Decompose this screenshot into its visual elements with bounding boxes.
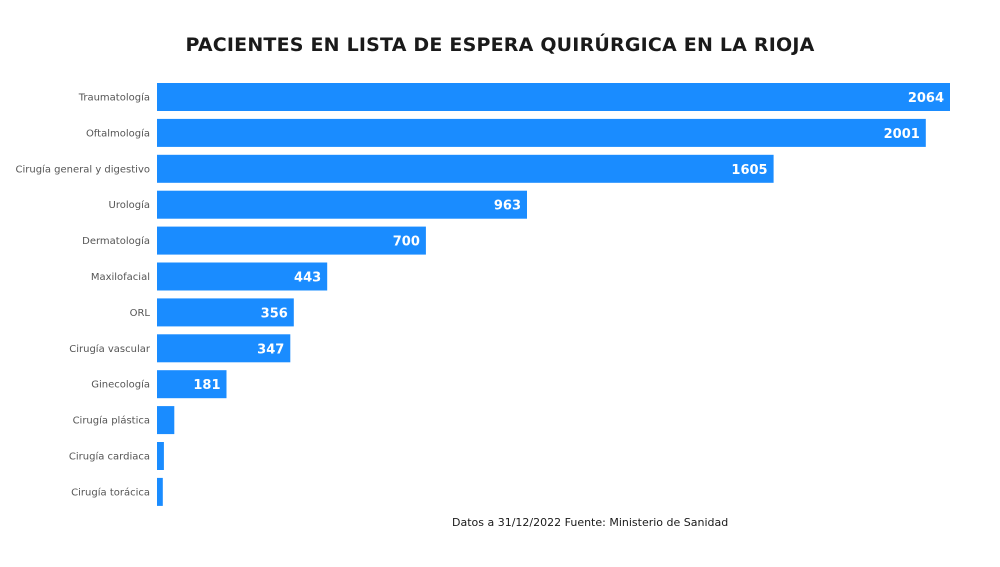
category-label-10: Cirugía cardiaca [69, 451, 150, 463]
value-label-2: 1605 [731, 163, 767, 178]
value-label-0: 2064 [908, 91, 944, 106]
category-label-8: Ginecología [91, 379, 150, 391]
bar-8 [157, 370, 227, 399]
bar-10 [157, 442, 164, 470]
category-label-1: Oftalmología [86, 127, 150, 139]
chart-title: PACIENTES EN LISTA DE ESPERA QUIRÚRGICA … [185, 34, 815, 56]
value-label-5: 443 [294, 271, 321, 286]
bar-4 [157, 226, 426, 255]
bar-11 [157, 477, 163, 506]
bar-9 [157, 406, 175, 435]
value-label-3: 963 [494, 199, 521, 214]
category-label-7: Cirugía vascular [69, 343, 151, 355]
category-label-5: Maxilofacial [91, 272, 150, 283]
bar-5 [157, 262, 328, 291]
category-label-3: Urología [109, 199, 150, 211]
bar-0 [157, 83, 950, 111]
category-label-2: Cirugía general y digestivo [16, 163, 151, 175]
value-label-6: 356 [261, 306, 288, 321]
value-label-7: 347 [257, 342, 284, 357]
category-label-6: ORL [130, 308, 151, 319]
value-label-8: 181 [193, 378, 220, 393]
category-label-11: Cirugía torácica [71, 486, 150, 498]
bar-6 [157, 298, 294, 327]
value-label-4: 700 [393, 235, 420, 250]
category-label-4: Dermatología [82, 235, 150, 247]
category-label-0: Traumatología [78, 92, 150, 104]
value-label-1: 2001 [884, 127, 920, 142]
category-label-9: Cirugía plástica [73, 415, 150, 427]
source-note: Datos a 31/12/2022 Fuente: Ministerio de… [452, 516, 729, 529]
bar-3 [157, 190, 527, 219]
bar-1 [157, 118, 926, 147]
bar-7 [157, 334, 291, 363]
bar-2 [157, 154, 774, 183]
